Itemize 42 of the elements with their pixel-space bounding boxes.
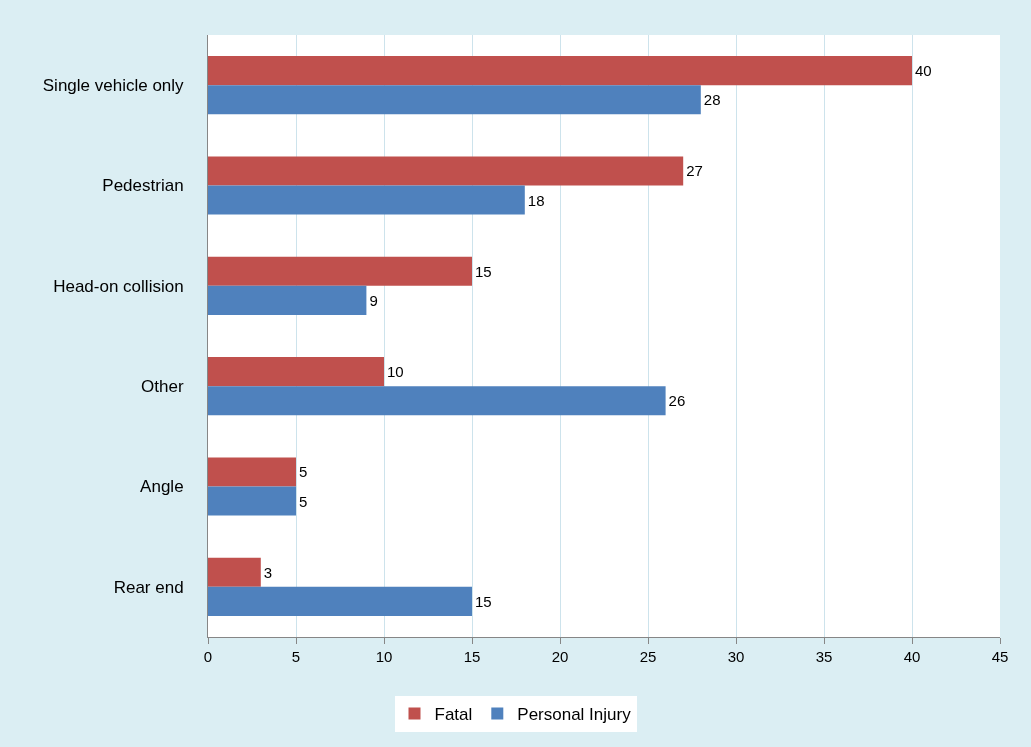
data-label: 15 bbox=[475, 262, 492, 280]
x-tick-label: 10 bbox=[375, 648, 393, 665]
y-tick-label: Single vehicle only bbox=[42, 76, 185, 96]
bar bbox=[208, 256, 472, 286]
bar bbox=[208, 386, 666, 416]
data-label: 15 bbox=[475, 592, 492, 610]
x-tick-label: 5 bbox=[291, 648, 301, 665]
data-label: 5 bbox=[299, 492, 308, 510]
bar bbox=[208, 185, 525, 215]
data-label: 26 bbox=[668, 392, 686, 410]
x-tick-label: 25 bbox=[639, 648, 657, 665]
bar bbox=[208, 156, 684, 186]
data-label: 18 bbox=[527, 191, 545, 209]
x-tick-label: 0 bbox=[203, 648, 213, 665]
legend-label: Fatal bbox=[434, 705, 473, 725]
data-label: 3 bbox=[263, 563, 273, 581]
bar bbox=[208, 85, 701, 115]
data-label: 5 bbox=[299, 463, 308, 481]
bar bbox=[208, 357, 384, 387]
x-tick-label: 40 bbox=[903, 648, 921, 665]
x-tick-label: 15 bbox=[463, 648, 481, 665]
y-tick-label: Angle bbox=[140, 477, 184, 497]
bar bbox=[208, 557, 261, 587]
bar bbox=[208, 285, 367, 315]
legend-label: Personal Injury bbox=[517, 705, 632, 725]
x-tick-label: 35 bbox=[815, 648, 833, 665]
y-tick-label: Pedestrian bbox=[102, 176, 184, 196]
y-tick-label: Rear end bbox=[113, 577, 184, 597]
bar bbox=[208, 457, 296, 487]
bar bbox=[208, 586, 472, 616]
x-tick-label: 45 bbox=[991, 648, 1009, 665]
bar bbox=[208, 56, 912, 86]
bar bbox=[208, 486, 296, 516]
data-label: 27 bbox=[686, 162, 703, 180]
data-label: 9 bbox=[369, 291, 378, 309]
data-label: 10 bbox=[387, 363, 404, 381]
data-label: 28 bbox=[703, 91, 721, 109]
y-tick-label: Head-on collision bbox=[53, 276, 184, 296]
x-tick-label: 20 bbox=[551, 648, 569, 665]
x-tick-label: 30 bbox=[727, 648, 745, 665]
y-tick-label: Other bbox=[141, 377, 184, 397]
data-label: 40 bbox=[915, 62, 932, 80]
